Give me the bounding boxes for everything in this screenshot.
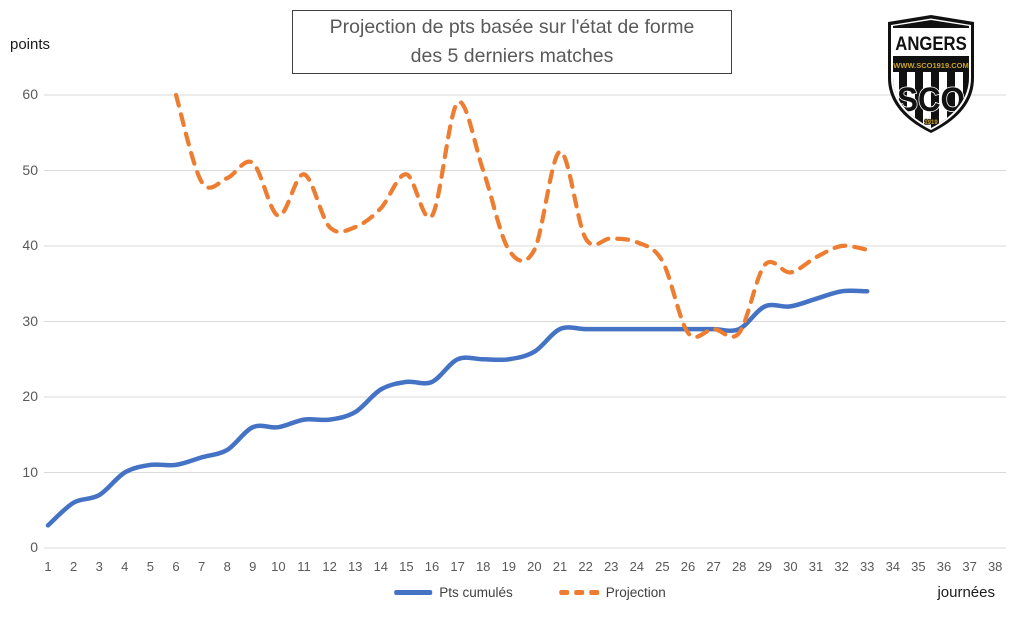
y-tick-label: 0 [30, 539, 38, 555]
legend: Pts cumulés Projection [394, 585, 666, 600]
x-tick-label: 21 [552, 559, 568, 574]
legend-solid-line-swatch [394, 590, 433, 595]
x-tick-label: 35 [911, 559, 926, 574]
x-tick-label: 2 [69, 559, 78, 574]
y-tick-label: 10 [22, 463, 38, 480]
y-tick-label: 40 [22, 237, 38, 253]
logo-club-name: ANGERS [895, 33, 967, 54]
series-line-projection [173, 92, 870, 340]
x-axis-title: journées [937, 584, 995, 601]
x-tick-label: 19 [501, 559, 517, 574]
x-tick-label: 8 [223, 559, 231, 574]
x-tick-label: 27 [706, 559, 721, 574]
legend-label-projection: Projection [605, 585, 666, 600]
x-tick-label: 17 [450, 559, 465, 574]
chart-title-line1: Projection de pts basée sur l'état de fo… [329, 15, 695, 38]
logo-url-text: WWW.SCO1919.COM [893, 61, 968, 70]
x-tick-label: 1 [44, 559, 52, 574]
x-tick-label: 9 [249, 559, 257, 574]
x-tick-label: 32 [834, 559, 849, 574]
y-tick-label: 60 [22, 86, 38, 102]
x-tick-label: 38 [987, 559, 1003, 574]
x-tick-label: 18 [475, 559, 491, 574]
x-tick-label: 25 [655, 559, 670, 574]
x-tick-label: 36 [936, 559, 952, 574]
x-tick-label: 16 [424, 559, 440, 574]
x-tick-label: 26 [680, 559, 696, 574]
x-tick-label: 30 [783, 559, 798, 574]
x-tick-label: 22 [578, 559, 593, 574]
x-tick-label: 12 [322, 559, 337, 574]
y-tick-label: 50 [22, 161, 38, 178]
x-tick-label: 29 [757, 559, 773, 574]
x-tick-label: 6 [172, 559, 180, 574]
x-tick-label: 28 [731, 559, 747, 574]
x-tick-label: 37 [962, 559, 977, 574]
x-tick-label: 15 [399, 559, 414, 574]
legend-item-projection: Projection [558, 585, 666, 600]
angers-sco-logo: ANGERS WWW.SCO1919.COM SCO 1919 [888, 15, 974, 133]
x-tick-label: 23 [603, 559, 619, 574]
series-line-pts-cumules [45, 288, 870, 528]
x-tick-label: 14 [373, 559, 389, 574]
x-tick-label: 33 [859, 559, 875, 574]
x-tick-label: 31 [808, 559, 824, 574]
x-tick-label: 4 [121, 559, 129, 574]
y-axis-title: points [10, 36, 51, 53]
x-tick-label: 13 [347, 559, 363, 574]
chart-title-line2: des 5 derniers matches [410, 45, 614, 67]
x-tick-label: 24 [629, 559, 645, 574]
y-tick-label: 20 [22, 388, 38, 404]
chart-title-box: Projection de pts basée sur l'état de fo… [292, 10, 732, 74]
y-tick-label: 30 [22, 312, 38, 329]
x-tick-label: 7 [197, 559, 206, 574]
legend-item-pts-cumules: Pts cumulés [394, 585, 513, 600]
legend-dashed-line-swatch [558, 590, 599, 595]
x-tick-label: 3 [95, 559, 103, 574]
x-tick-label: 34 [885, 559, 901, 574]
x-tick-label: 20 [527, 559, 542, 574]
x-tick-label: 10 [271, 559, 286, 574]
x-tick-label: 5 [146, 559, 154, 574]
x-tick-label: 11 [297, 559, 311, 574]
legend-label-pts-cumules: Pts cumulés [439, 585, 513, 600]
logo-year: 1919 [924, 120, 938, 126]
